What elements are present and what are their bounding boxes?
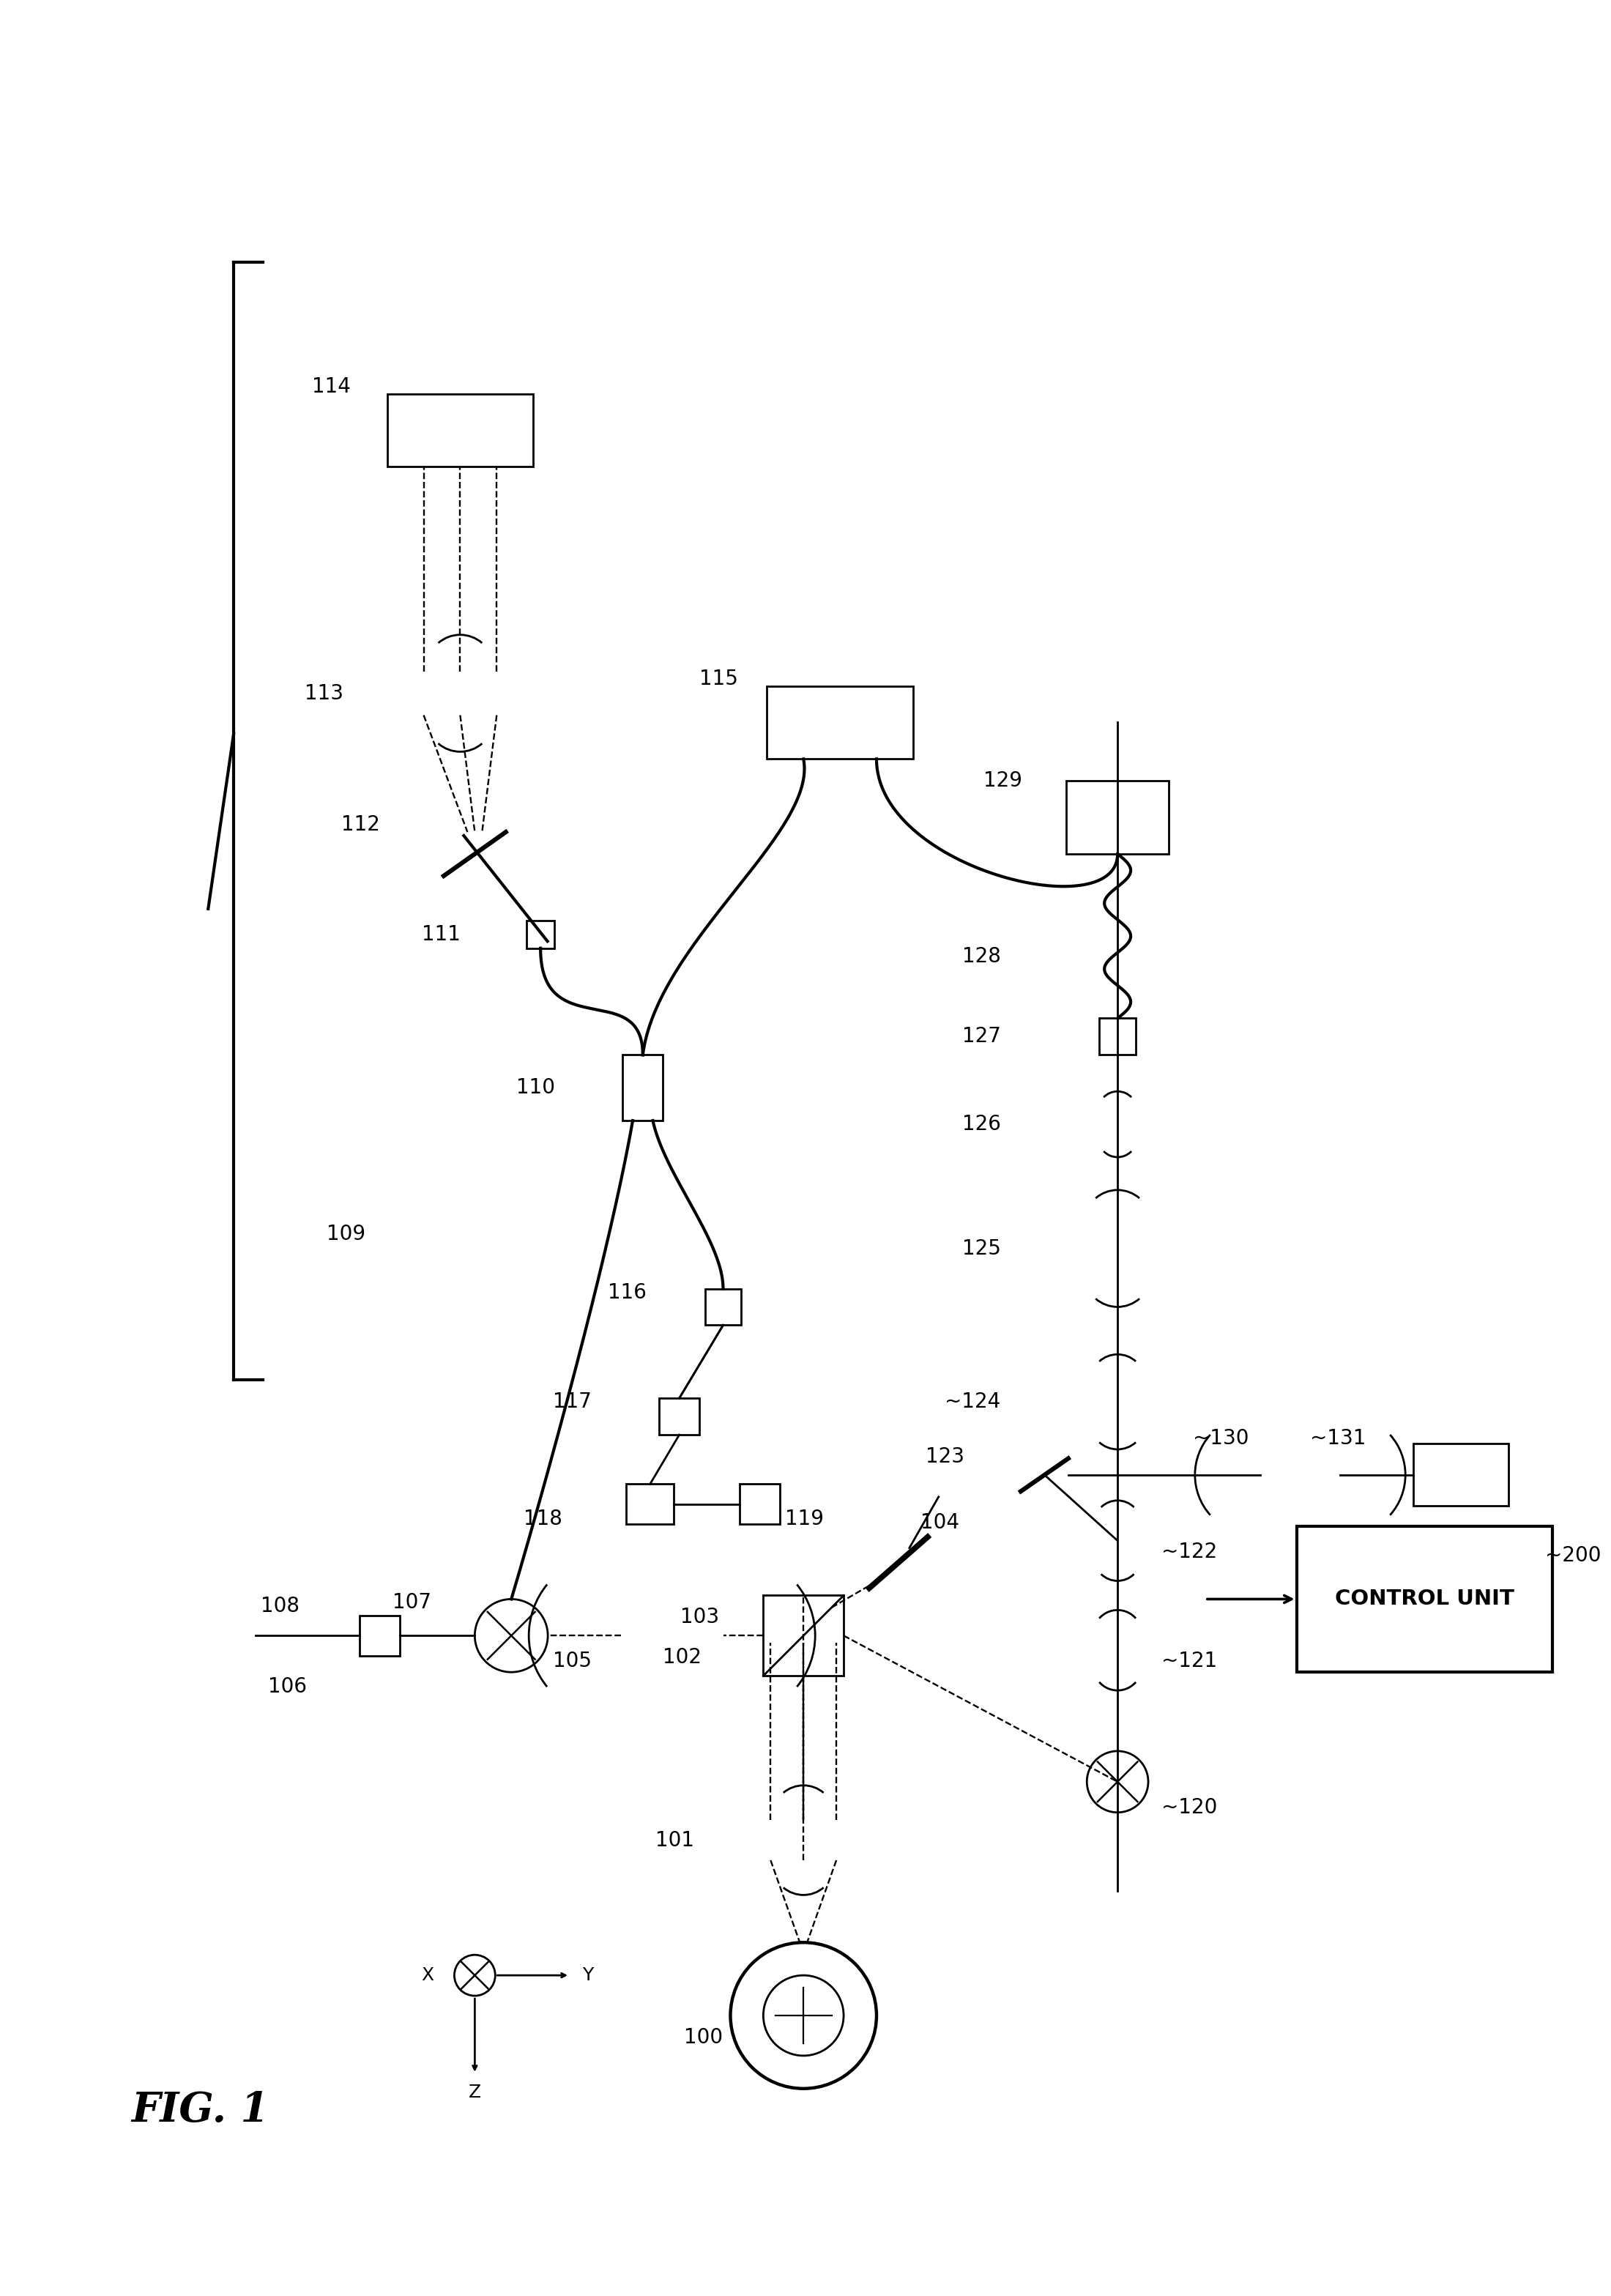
Text: ~131: ~131	[1310, 1428, 1366, 1449]
Text: ~122: ~122	[1162, 1541, 1218, 1561]
Bar	[1099, 1019, 1136, 1054]
Text: 111: 111	[422, 923, 461, 944]
Text: 104: 104	[920, 1513, 959, 1534]
Bar	[387, 393, 533, 466]
Bar	[659, 1398, 699, 1435]
Text: 127: 127	[962, 1026, 1000, 1047]
Text: FIG. 1: FIG. 1	[132, 2089, 269, 2131]
Text: ~121: ~121	[1162, 1651, 1218, 1671]
Text: Y: Y	[583, 1968, 593, 1984]
Bar	[359, 1616, 400, 1655]
Bar	[764, 1596, 844, 1676]
Text: ~124: ~124	[944, 1391, 1000, 1412]
Text: Z: Z	[469, 2082, 482, 2101]
Bar	[1297, 1527, 1551, 1671]
Text: 114: 114	[313, 377, 351, 397]
Text: 100: 100	[685, 2027, 723, 2048]
Text: ~120: ~120	[1162, 1798, 1218, 1818]
Text: 129: 129	[984, 771, 1023, 792]
Bar	[623, 1054, 662, 1120]
Bar	[739, 1483, 780, 1525]
Text: 119: 119	[785, 1508, 823, 1529]
Text: 109: 109	[327, 1224, 366, 1244]
Text: 101: 101	[656, 1830, 694, 1851]
Text: 118: 118	[524, 1508, 562, 1529]
Text: 106: 106	[267, 1676, 306, 1697]
Text: CONTROL UNIT: CONTROL UNIT	[1334, 1589, 1514, 1609]
Text: 103: 103	[680, 1607, 720, 1628]
Text: 123: 123	[925, 1446, 963, 1467]
Bar	[706, 1288, 741, 1325]
Bar	[627, 1483, 673, 1525]
Text: 108: 108	[261, 1596, 300, 1616]
Text: X: X	[420, 1968, 433, 1984]
Bar	[767, 687, 913, 760]
Text: 126: 126	[962, 1114, 1000, 1134]
Bar	[1066, 781, 1168, 854]
Bar	[527, 921, 554, 948]
Text: ~200: ~200	[1545, 1545, 1601, 1566]
Text: 128: 128	[962, 946, 1000, 967]
Text: 117: 117	[553, 1391, 591, 1412]
Text: 107: 107	[391, 1593, 432, 1614]
Text: 110: 110	[516, 1077, 556, 1097]
Text: 125: 125	[962, 1238, 1000, 1258]
Text: 112: 112	[342, 815, 380, 836]
Text: ~130: ~130	[1194, 1428, 1249, 1449]
Text: 102: 102	[662, 1646, 701, 1667]
Bar	[1413, 1444, 1508, 1506]
Text: 105: 105	[553, 1651, 591, 1671]
Text: 115: 115	[699, 668, 738, 689]
Text: 113: 113	[304, 682, 343, 703]
Text: 116: 116	[607, 1281, 646, 1302]
